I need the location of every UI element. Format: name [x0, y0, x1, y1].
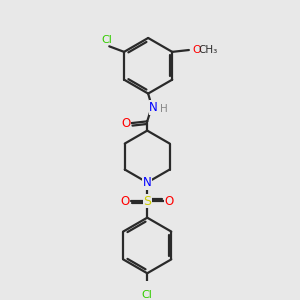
Text: H: H: [160, 104, 168, 114]
Text: S: S: [143, 194, 151, 208]
Text: CH₃: CH₃: [198, 45, 218, 55]
Text: N: N: [143, 176, 152, 189]
Text: O: O: [193, 45, 201, 55]
Text: Cl: Cl: [101, 35, 112, 45]
Text: N: N: [149, 101, 158, 114]
Text: O: O: [121, 117, 130, 130]
Text: Cl: Cl: [142, 290, 153, 300]
Text: O: O: [165, 194, 174, 208]
Text: O: O: [120, 194, 130, 208]
